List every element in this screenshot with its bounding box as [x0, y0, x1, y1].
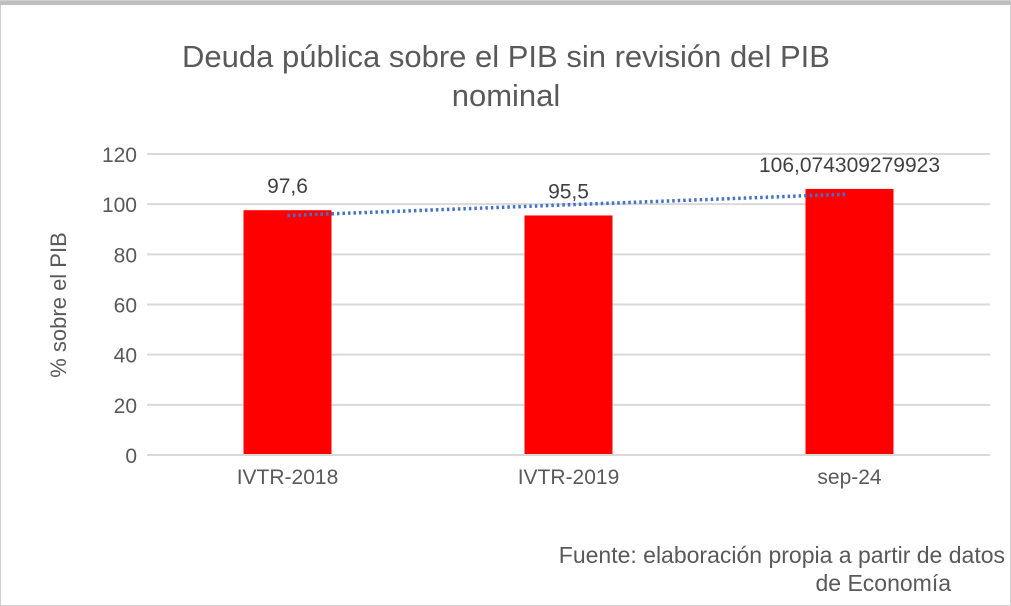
data-label: 106,074309279923 — [759, 154, 940, 177]
x-tick-labels: IVTR-2018 IVTR-2019 sep-24 — [237, 466, 882, 489]
bars — [243, 188, 894, 454]
y-tick-label: 80 — [114, 244, 137, 267]
y-axis-label: % sobre el PIB — [46, 232, 71, 378]
data-label: 97,6 — [267, 175, 308, 198]
y-tick-label: 120 — [102, 144, 137, 167]
y-tick-label: 20 — [114, 395, 137, 418]
chart-title-line-2: nominal — [452, 78, 561, 113]
x-tick-label: IVTR-2019 — [518, 466, 620, 489]
x-tick-label: sep-24 — [817, 466, 882, 489]
x-tick-label: IVTR-2018 — [237, 466, 339, 489]
bar-ivtr-2018 — [243, 210, 332, 454]
y-tick-label: 60 — [114, 295, 137, 318]
y-tick-label: 100 — [102, 194, 137, 217]
data-label: 95,5 — [548, 180, 589, 203]
bar-sep-24 — [805, 188, 894, 454]
y-tick-label: 40 — [114, 345, 137, 368]
y-tick-labels: 0 20 40 60 80 100 120 — [102, 144, 137, 468]
chart-title-line-1: Deuda pública sobre el PIB sin revisión … — [182, 39, 830, 74]
source-note-line-2: de Economía — [815, 570, 951, 596]
source-note-line-1: Fuente: elaboración propia a partir de d… — [559, 542, 1005, 568]
bar-ivtr-2019 — [524, 215, 613, 454]
y-tick-label: 0 — [125, 445, 137, 468]
data-labels: 97,6 95,5 106,074309279923 — [267, 154, 940, 204]
